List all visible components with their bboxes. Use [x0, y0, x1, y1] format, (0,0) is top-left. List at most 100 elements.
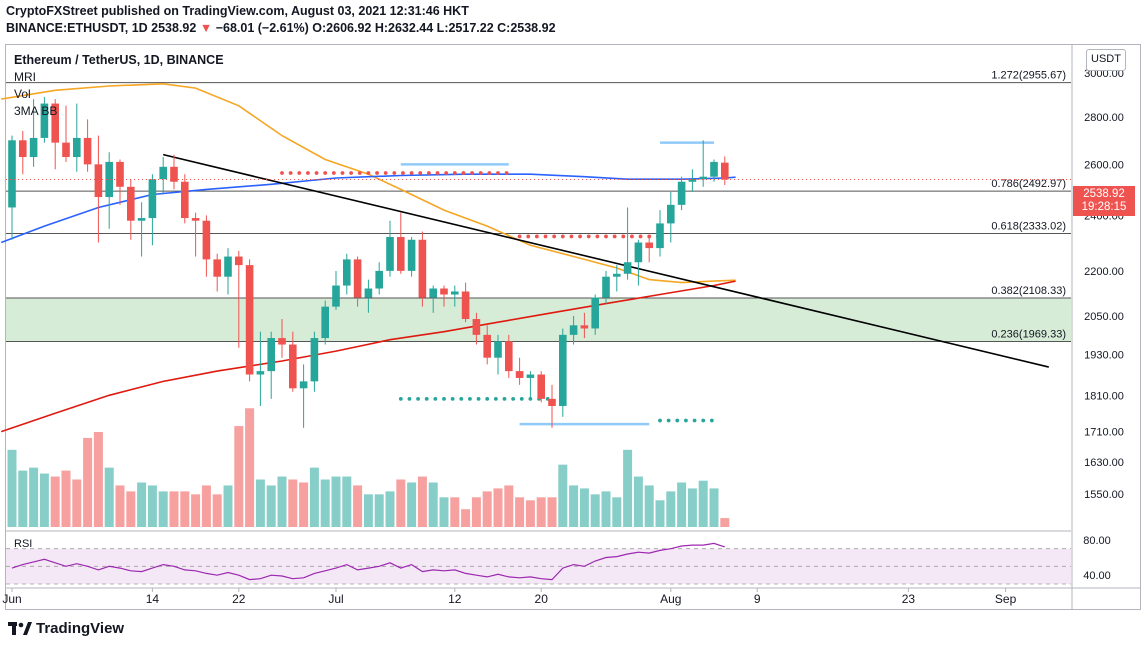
- rsi-line: [11, 542, 725, 581]
- support-dots: [476, 396, 481, 401]
- time-tick-label: Aug: [660, 592, 681, 606]
- ma-blue-line: [0, 173, 736, 244]
- candle-body: [429, 288, 437, 298]
- volume-bar: [612, 497, 622, 527]
- support-dots: [407, 396, 412, 401]
- resistance-dots: [349, 171, 354, 175]
- candle-body: [494, 341, 502, 358]
- volume-bar: [180, 491, 190, 527]
- legend-title: Ethereum / TetherUS, 1D, BINANCE: [14, 53, 224, 67]
- volume-bar: [590, 494, 600, 527]
- volume-bar: [104, 467, 114, 527]
- support-dots: [416, 396, 420, 401]
- time-tick-label: Jun: [2, 592, 21, 606]
- volume-bar: [72, 479, 82, 527]
- rsi-tick-label: 80.00: [1083, 535, 1111, 547]
- volume-bar: [385, 491, 395, 527]
- volume-bar: [223, 485, 233, 527]
- resistance-dots: [435, 171, 440, 175]
- resistance-dots: [409, 171, 414, 175]
- candle-body: [537, 374, 545, 399]
- price-tick-label: 2050.00: [1084, 311, 1124, 323]
- volume-bar: [61, 470, 71, 527]
- resistance-dots: [461, 171, 466, 175]
- symbol-ohlc: O:2606.92 H:2632.44 L:2517.22 C:2538.92: [312, 21, 556, 35]
- support-dots: [398, 396, 403, 401]
- volume-bar: [515, 497, 525, 527]
- candle-body: [213, 259, 221, 277]
- support-dots: [709, 418, 714, 423]
- resistance-dots: [314, 171, 319, 175]
- volume-bar: [417, 476, 427, 527]
- candle-body: [418, 239, 427, 298]
- support-dots: [684, 418, 688, 423]
- legend-vol[interactable]: Vol: [14, 87, 31, 101]
- currency-button[interactable]: USDT: [1086, 49, 1126, 71]
- price-tick-label: 1930.00: [1084, 349, 1124, 361]
- price-tick-label: 2800.00: [1084, 112, 1124, 124]
- candle-body: [51, 103, 59, 143]
- volume-bar: [201, 485, 211, 527]
- resistance-dots: [478, 171, 483, 175]
- time-tick-label: 23: [902, 592, 916, 606]
- resistance-dots: [534, 234, 539, 239]
- resistance-dots: [401, 171, 405, 175]
- support-dots: [701, 418, 706, 423]
- candle-body: [721, 162, 729, 180]
- volume-bar: [320, 479, 330, 527]
- resistance-dots: [426, 171, 431, 175]
- resistance-dots: [586, 234, 591, 239]
- resistance-dots: [323, 171, 328, 175]
- candle-body: [472, 319, 481, 335]
- candle-body: [559, 334, 567, 406]
- fib-label: 0.236(1969.33): [991, 329, 1066, 341]
- candle-body: [191, 218, 200, 221]
- resistance-dots: [612, 234, 617, 239]
- volume-bar: [407, 482, 417, 527]
- volume-bar: [169, 491, 179, 527]
- time-tick-label: 20: [535, 592, 549, 606]
- candle-body: [548, 398, 556, 406]
- support-dots: [692, 418, 697, 423]
- volume-bar: [633, 476, 643, 527]
- legend-3ma-bb[interactable]: 3MA BB: [14, 104, 58, 118]
- support-dots: [459, 396, 464, 401]
- volume-bar: [644, 485, 654, 527]
- support-dots: [666, 418, 671, 423]
- candle-body: [224, 256, 232, 277]
- price-tick-label: 2600.00: [1084, 159, 1124, 171]
- support-dots: [442, 396, 446, 401]
- time-tick-label: 9: [754, 592, 761, 606]
- candle-body: [677, 181, 686, 205]
- candle-body: [202, 220, 211, 260]
- volume-bar: [601, 491, 611, 527]
- support-dots: [675, 418, 680, 423]
- volume-bar: [115, 485, 125, 527]
- candle-body: [8, 140, 16, 208]
- support-dots: [424, 396, 429, 401]
- volume-bar: [158, 491, 168, 527]
- candle-body: [386, 237, 394, 271]
- fib-label: 1.272(2955.67): [991, 70, 1066, 82]
- legend-rsi[interactable]: RSI: [14, 538, 33, 550]
- candle-body: [62, 142, 70, 158]
- candle-body: [159, 166, 167, 180]
- candle-body: [116, 161, 124, 187]
- volume-bar: [126, 491, 136, 527]
- candle-body: [483, 334, 491, 358]
- resistance-dots: [470, 171, 474, 175]
- candle-body: [289, 344, 297, 389]
- resistance-dots: [366, 171, 371, 175]
- resistance-dots: [604, 234, 608, 239]
- candle-body: [602, 276, 610, 298]
- candle-body: [310, 338, 319, 382]
- tradingview-logo[interactable]: TradingView: [8, 620, 124, 637]
- candle-body: [321, 306, 329, 339]
- candle-body: [634, 242, 643, 263]
- volume-bar: [482, 491, 492, 527]
- legend-mri[interactable]: MRI: [14, 70, 36, 84]
- price-tick-label: 1710.00: [1084, 427, 1124, 439]
- candle-body: [83, 137, 92, 165]
- support-dots: [658, 418, 662, 423]
